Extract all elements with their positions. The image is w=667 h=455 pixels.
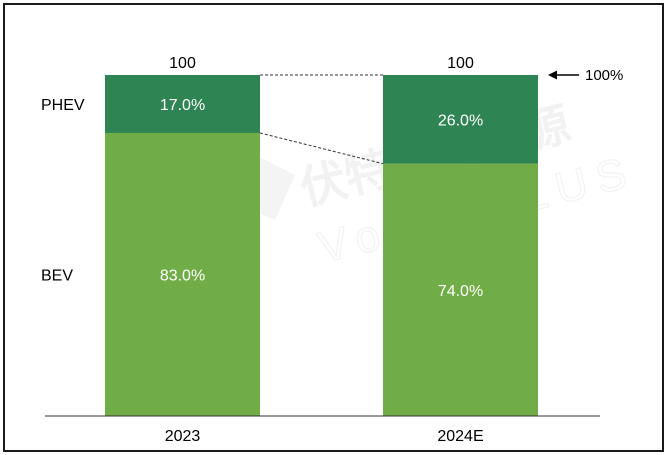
annotation-arrow-head (548, 70, 557, 80)
data-label-bev-2024e: 74.0% (438, 283, 483, 300)
connector-lines (259, 74, 384, 165)
bar-bev-2023 (105, 132, 260, 416)
annotation-group: 100% (548, 67, 623, 84)
total-label-2024e: 100 (447, 55, 474, 72)
bar-phev-2023 (105, 75, 260, 133)
x-tick-label-2023: 2023 (165, 428, 201, 445)
series-labels: BEV PHEV (41, 97, 85, 284)
bar-bev-2024e (383, 163, 538, 416)
bars-layer (105, 75, 538, 416)
labels-layer: 83.0% 17.0% 100 2023 74.0% 26.0% 100 2024E (160, 55, 484, 445)
stacked-bar-chart: 伏特加储能源 Volta PLUS 83.0%17.0%100202374.0%… (41, 55, 641, 445)
series-label-bev: BEV (41, 267, 73, 284)
x-tick-label-2024e: 2024E (437, 428, 483, 445)
chart-frame: 伏特加储能源 Volta PLUS 83.0%17.0%100202374.0%… (3, 3, 664, 452)
annotation-text: 100% (585, 67, 623, 84)
connector-line-bev (259, 132, 384, 165)
series-label-phev: PHEV (41, 97, 85, 114)
data-label-phev-2023: 17.0% (160, 97, 205, 114)
data-label-phev-2024e: 26.0% (438, 112, 483, 129)
data-label-bev-2023: 83.0% (160, 267, 205, 284)
bar-phev-2024e (383, 75, 538, 164)
total-label-2023: 100 (169, 55, 196, 72)
